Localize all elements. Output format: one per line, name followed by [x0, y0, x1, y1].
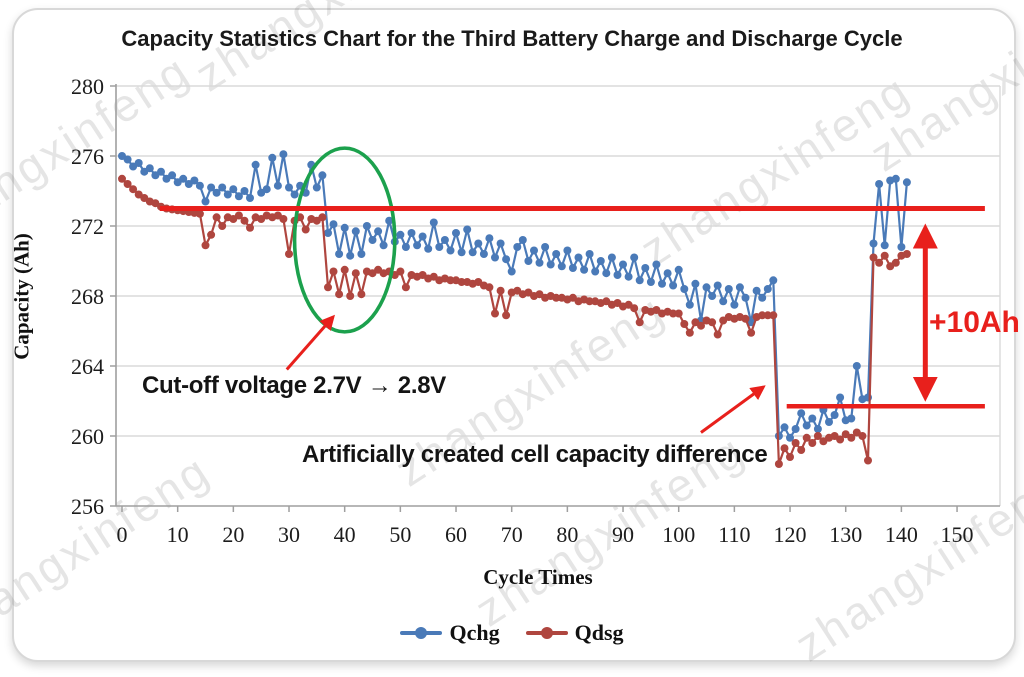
cutoff-pointer-arrow	[285, 314, 335, 371]
x-tick-label: 0	[117, 522, 128, 547]
y-tick-label: 272	[71, 214, 104, 239]
x-tick-label: 50	[389, 522, 411, 547]
legend-label-qchg: Qchg	[449, 620, 500, 645]
x-tick-label: 40	[334, 522, 356, 547]
chart-legend: Qchg Qdsg	[0, 620, 1024, 646]
annotation-cutoff-voltage: Cut-off voltage 2.7V → 2.8V	[142, 372, 446, 399]
annotation-plus-10ah: +10Ah	[929, 306, 1020, 339]
chart-card	[12, 8, 1016, 662]
series-qdsg	[118, 174, 911, 468]
y-tick-label: 268	[71, 284, 104, 309]
x-tick-label: 100	[662, 522, 695, 547]
axes: 256 260 264 268 272 276 280 0 10 20 30 40 50 60 70 80 90…	[71, 74, 1000, 547]
x-tick-label: 80	[556, 522, 578, 547]
x-tick-label: 70	[501, 522, 523, 547]
annotation-artificial-difference: Artificially created cell capacity diffe…	[302, 441, 768, 468]
y-tick-label: 260	[71, 424, 104, 449]
artificial-pointer-arrow	[700, 385, 766, 434]
qchg-series-marker-icon	[400, 631, 443, 635]
legend-item-qchg: Qchg	[400, 620, 500, 646]
x-tick-label: 120	[774, 522, 807, 547]
x-tick-label: 20	[222, 522, 244, 547]
y-axis-title: Capacity (Ah)	[9, 233, 34, 360]
qdsg-series-marker-icon	[525, 631, 568, 635]
chart-title: Capacity Statistics Chart for the Third …	[121, 26, 903, 51]
x-tick-label: 10	[167, 522, 189, 547]
x-tick-label: 150	[941, 522, 974, 547]
y-tick-label: 276	[71, 144, 104, 169]
y-tick-label: 264	[71, 354, 104, 379]
x-tick-label: 130	[829, 522, 862, 547]
x-tick-label: 140	[885, 522, 918, 547]
x-tick-label: 30	[278, 522, 300, 547]
legend-item-qdsg: Qdsg	[525, 620, 624, 646]
legend-label-qdsg: Qdsg	[574, 620, 624, 645]
y-tick-label: 256	[71, 494, 104, 519]
y-tick-label: 280	[71, 74, 104, 99]
x-tick-label: 60	[445, 522, 467, 547]
cutoff-region-ellipse	[292, 146, 397, 334]
x-tick-label: 110	[718, 522, 750, 547]
x-axis-title: Cycle Times	[483, 565, 593, 589]
series-qchg	[118, 150, 911, 442]
x-tick-label: 90	[612, 522, 634, 547]
